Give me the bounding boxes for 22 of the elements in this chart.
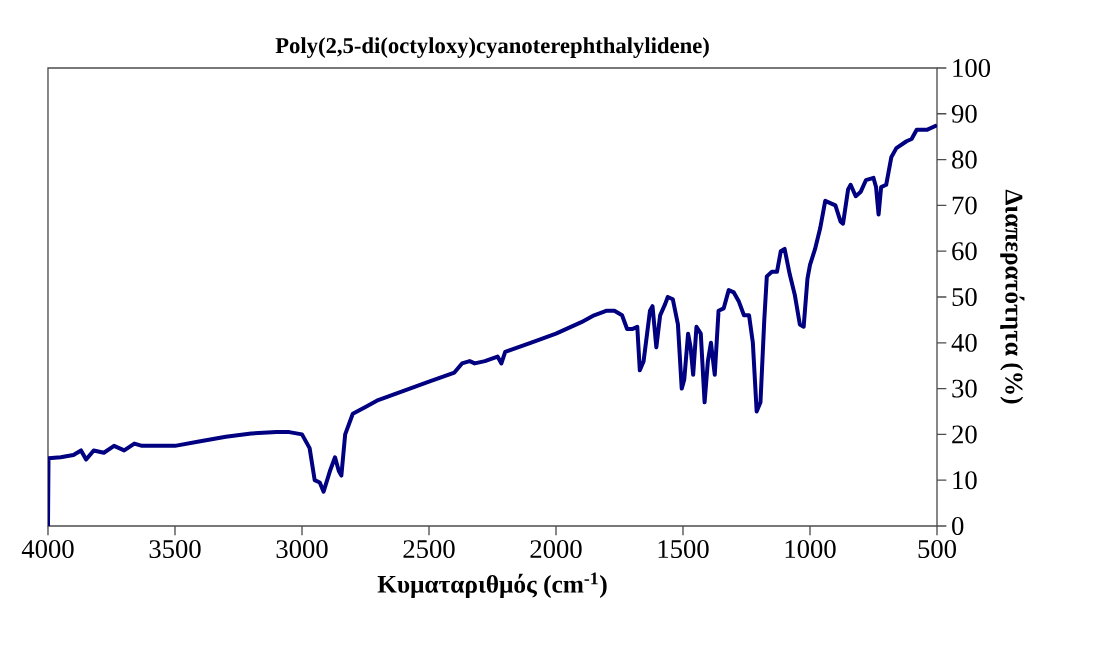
y-tick-label: 60	[952, 242, 977, 261]
y-tick-label: 0	[952, 517, 964, 535]
x-tick-label: 3000	[276, 540, 328, 559]
x-tick-label: 3500	[149, 540, 201, 559]
x-tick-label: 1000	[785, 540, 836, 559]
x-axis-title: Κυματαριθμός (cm$^{-1}$)	[377, 572, 607, 598]
x-tick-label: 2000	[530, 540, 582, 559]
chart-title: Poly(2,5-di(octyloxy)cyanoterephthalylidene)	[275, 37, 709, 58]
y-tick-label: 10	[953, 471, 977, 490]
y-tick-label: 70	[952, 196, 977, 215]
y-tick-label: 90	[951, 104, 977, 123]
y-tick-label: 20	[952, 425, 977, 444]
y-tick-label: 100	[953, 59, 991, 77]
x-tick-label: 2500	[403, 540, 455, 559]
y-tick-label: 40	[951, 333, 977, 352]
x-tick-label: 500	[918, 540, 956, 559]
y-tick-label: 30	[952, 379, 977, 398]
y-tick-label: 80	[952, 150, 977, 169]
x-tick-label: 4000	[21, 540, 74, 559]
x-tick-label: 1500	[658, 540, 709, 559]
y-tick-label: 50	[952, 288, 977, 306]
y-axis-title: Διαπερατότητα (%)	[1000, 189, 1025, 404]
